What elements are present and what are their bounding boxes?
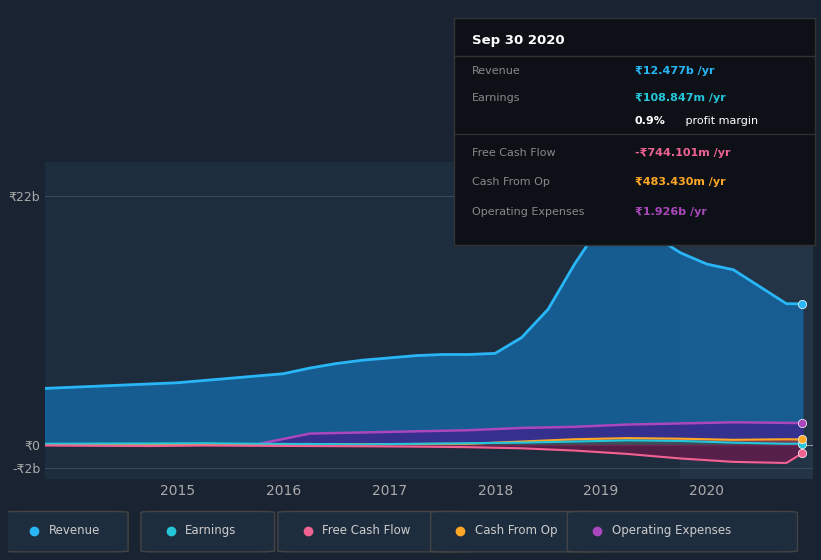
FancyBboxPatch shape: [141, 511, 274, 552]
Text: -₹744.101m /yr: -₹744.101m /yr: [635, 148, 730, 158]
FancyBboxPatch shape: [567, 511, 797, 552]
Text: Earnings: Earnings: [472, 94, 521, 104]
Text: Free Cash Flow: Free Cash Flow: [322, 524, 410, 537]
Text: profit margin: profit margin: [681, 116, 758, 126]
Text: Cash From Op: Cash From Op: [475, 524, 557, 537]
Text: ₹1.926b /yr: ₹1.926b /yr: [635, 207, 707, 217]
Text: Revenue: Revenue: [472, 66, 521, 76]
Text: ₹483.430m /yr: ₹483.430m /yr: [635, 177, 725, 187]
FancyBboxPatch shape: [277, 511, 470, 552]
Text: Earnings: Earnings: [186, 524, 236, 537]
Bar: [681, 162, 813, 479]
Text: Revenue: Revenue: [48, 524, 100, 537]
Text: 0.9%: 0.9%: [635, 116, 666, 126]
FancyBboxPatch shape: [430, 511, 603, 552]
Text: Sep 30 2020: Sep 30 2020: [472, 34, 565, 48]
FancyBboxPatch shape: [4, 511, 128, 552]
Text: Free Cash Flow: Free Cash Flow: [472, 148, 556, 158]
Text: ₹108.847m /yr: ₹108.847m /yr: [635, 94, 726, 104]
Text: ₹12.477b /yr: ₹12.477b /yr: [635, 66, 714, 76]
Text: Operating Expenses: Operating Expenses: [472, 207, 585, 217]
Text: Cash From Op: Cash From Op: [472, 177, 550, 187]
Text: Operating Expenses: Operating Expenses: [612, 524, 731, 537]
